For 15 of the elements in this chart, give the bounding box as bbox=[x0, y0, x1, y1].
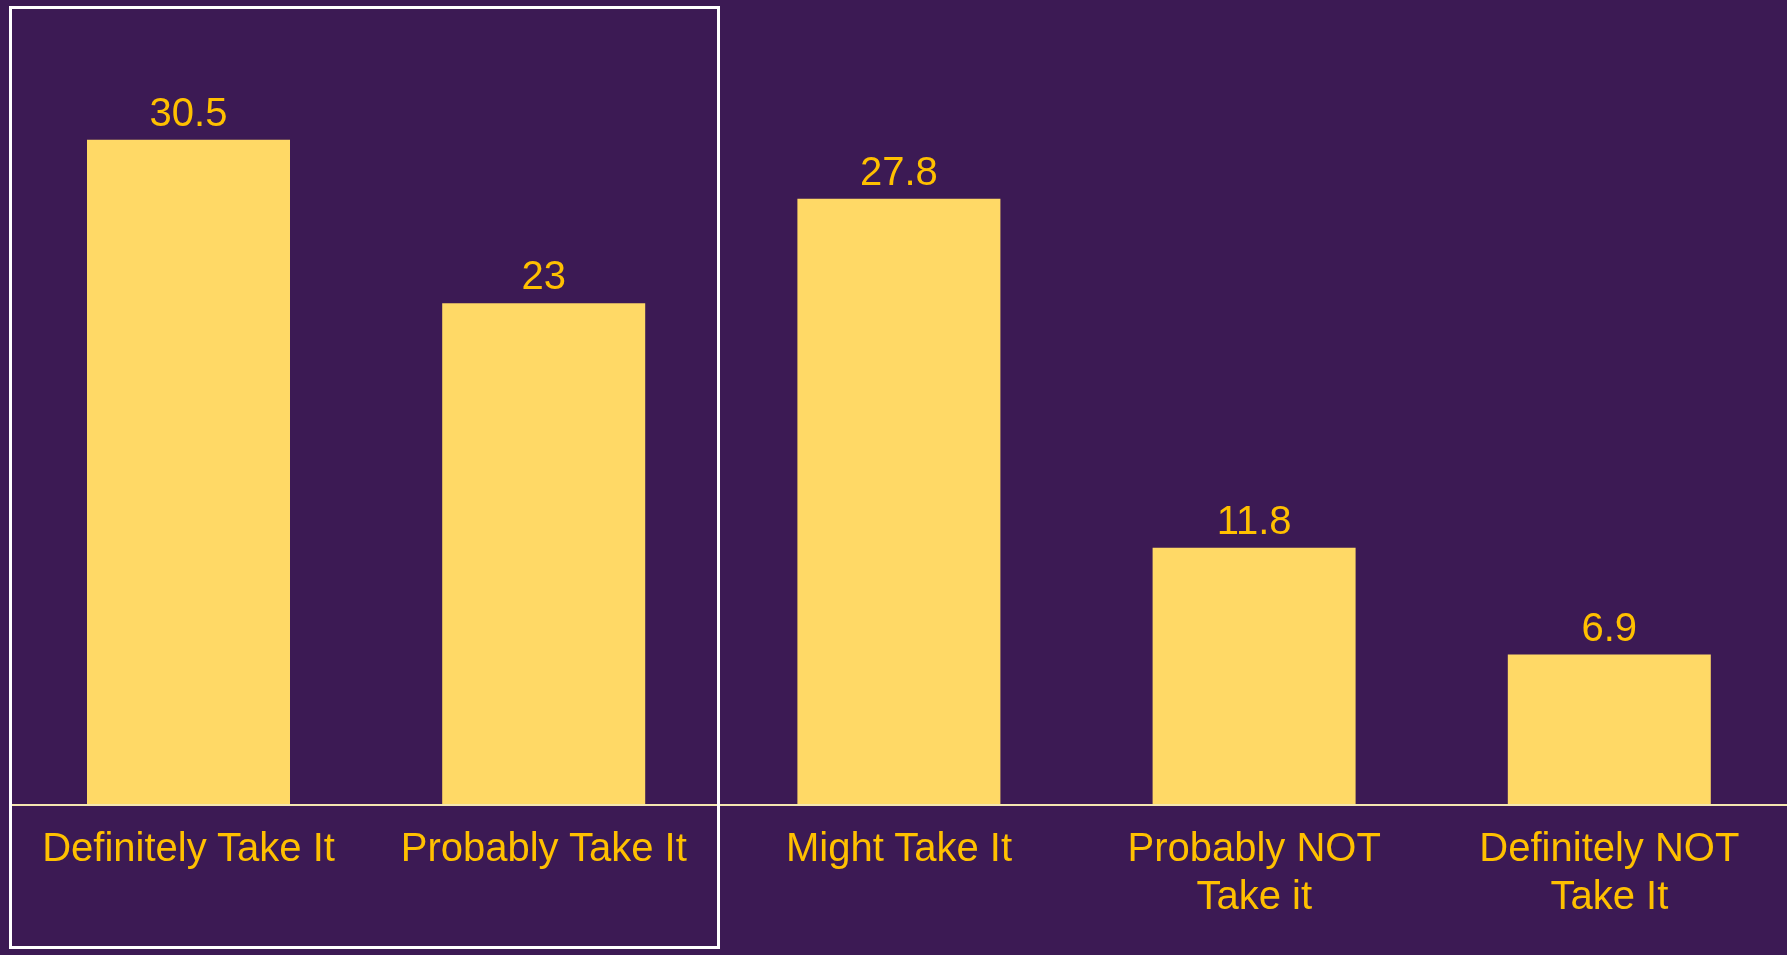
x-tick-label: Definitely Take It bbox=[42, 825, 335, 869]
x-tick-label: Definitely NOT Take It bbox=[1479, 825, 1740, 917]
data-label: 11.8 bbox=[1216, 497, 1292, 542]
data-label: 23 bbox=[521, 253, 566, 298]
data-label: 27.8 bbox=[859, 148, 938, 193]
bar bbox=[797, 198, 1001, 805]
bar bbox=[87, 139, 290, 805]
data-label: 30.5 bbox=[149, 89, 228, 134]
bar bbox=[1152, 547, 1356, 805]
x-tick-label: Probably Take It bbox=[400, 825, 687, 869]
bar bbox=[442, 303, 646, 805]
data-label: 6.9 bbox=[1581, 604, 1638, 649]
bar bbox=[1507, 654, 1711, 805]
x-tick-label: Probably NOT Take it bbox=[1127, 825, 1381, 917]
x-tick-label: Might Take It bbox=[785, 825, 1013, 869]
